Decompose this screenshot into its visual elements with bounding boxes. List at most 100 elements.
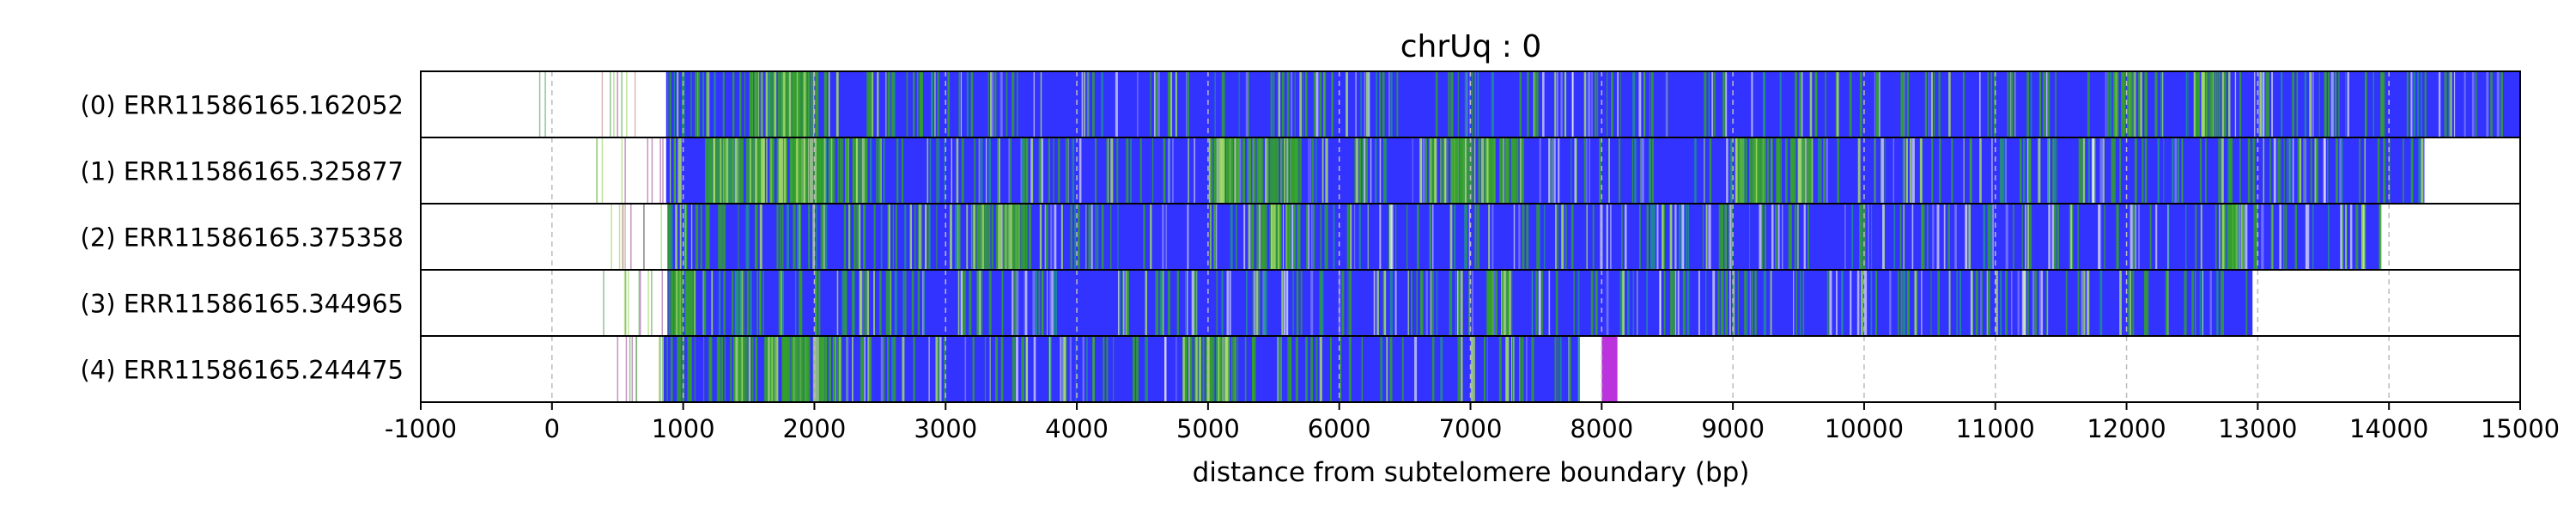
variant-band: [1502, 270, 1505, 336]
variant-band: [1279, 204, 1282, 270]
variant-band: [2078, 137, 2081, 204]
variant-band: [2218, 71, 2221, 137]
variant-band: [2239, 137, 2241, 204]
variant-band: [1014, 270, 1016, 336]
variant-band: [1379, 204, 1382, 270]
variant-band: [1323, 71, 1327, 137]
variant-band: [2215, 204, 2217, 270]
variant-band: [1548, 137, 1551, 204]
variant-band: [799, 270, 803, 336]
variant-band: [817, 270, 821, 336]
variant-band: [2102, 137, 2105, 204]
variant-band: [1243, 204, 1246, 270]
variant-band: [2129, 71, 2132, 137]
variant-band: [2132, 204, 2136, 270]
variant-band: [1273, 137, 1275, 204]
variant-band: [1951, 137, 1953, 204]
variant-band: [2140, 71, 2142, 137]
variant-band: [1522, 204, 1525, 270]
variant-band: [983, 204, 987, 270]
variant-band: [786, 204, 789, 270]
variant-band: [725, 137, 727, 204]
variant-band: [1326, 204, 1328, 270]
variant-band: [854, 137, 856, 204]
variant-band: [1981, 270, 1983, 336]
variant-band: [1354, 137, 1356, 204]
variant-band: [1884, 137, 1886, 204]
variant-band: [880, 336, 884, 402]
variant-band: [696, 204, 699, 270]
variant-band: [2204, 71, 2208, 137]
variant-band: [1221, 270, 1224, 336]
variant-band: [1478, 137, 1481, 204]
variant-band: [1760, 137, 1764, 204]
variant-band: [1340, 336, 1342, 402]
variant-band: [2410, 71, 2413, 137]
variant-band: [1295, 336, 1298, 402]
variant-band: [1486, 270, 1490, 336]
variant-band: [745, 204, 747, 270]
variant-band: [1286, 71, 1289, 137]
variant-band: [2163, 137, 2165, 204]
variant-band: [2312, 204, 2314, 270]
variant-band: [1347, 270, 1349, 336]
variant-band: [1979, 71, 1981, 137]
variant-band: [1632, 71, 1636, 137]
variant-band: [722, 71, 725, 137]
variant-band: [811, 137, 814, 204]
variant-band: [2154, 71, 2158, 137]
variant-band: [1296, 270, 1299, 336]
variant-band: [781, 137, 784, 204]
variant-band: [1698, 270, 1700, 336]
variant-band: [2253, 204, 2257, 270]
faint-band: [623, 270, 626, 336]
variant-band: [2221, 71, 2225, 137]
variant-band: [1067, 137, 1069, 204]
variant-band: [1662, 204, 1666, 270]
variant-band: [734, 336, 736, 402]
variant-band: [860, 270, 863, 336]
variant-band: [1306, 204, 1309, 270]
variant-band: [1072, 137, 1075, 204]
variant-band: [1794, 137, 1796, 204]
variant-band: [888, 270, 890, 336]
faint-band: [630, 204, 632, 270]
variant-band: [1619, 71, 1621, 137]
variant-band: [1799, 270, 1801, 336]
variant-band: [2144, 270, 2148, 336]
variant-band: [2057, 204, 2059, 270]
variant-band: [1373, 270, 1376, 336]
variant-band: [2184, 270, 2187, 336]
variant-band: [708, 71, 710, 137]
variant-band: [1519, 137, 1522, 204]
variant-band: [1430, 270, 1432, 336]
variant-band: [1864, 270, 1868, 336]
variant-band: [944, 336, 946, 402]
variant-band: [1229, 270, 1231, 336]
variant-band: [1162, 270, 1164, 336]
variant-band: [738, 270, 742, 336]
variant-band: [781, 204, 784, 270]
variant-band: [720, 204, 723, 270]
variant-band: [1085, 204, 1087, 270]
variant-band: [2202, 270, 2203, 336]
variant-band: [1959, 270, 1962, 336]
variant-band: [2087, 270, 2090, 336]
variant-band: [2221, 270, 2224, 336]
variant-band: [1247, 137, 1249, 204]
variant-band: [866, 270, 870, 336]
variant-band: [1281, 270, 1284, 336]
variant-band: [1762, 71, 1765, 137]
variant-band: [810, 71, 813, 137]
rows-layer: [538, 71, 2521, 402]
variant-band: [2087, 137, 2090, 204]
variant-band: [2310, 137, 2312, 204]
x-tick-label: 10000: [1825, 414, 1904, 443]
variant-band: [885, 71, 887, 137]
variant-band: [1300, 270, 1303, 336]
variant-band: [792, 137, 794, 204]
variant-band: [1164, 336, 1167, 402]
variant-band: [1472, 71, 1473, 137]
variant-band: [2201, 270, 2204, 336]
variant-band: [1495, 270, 1498, 336]
